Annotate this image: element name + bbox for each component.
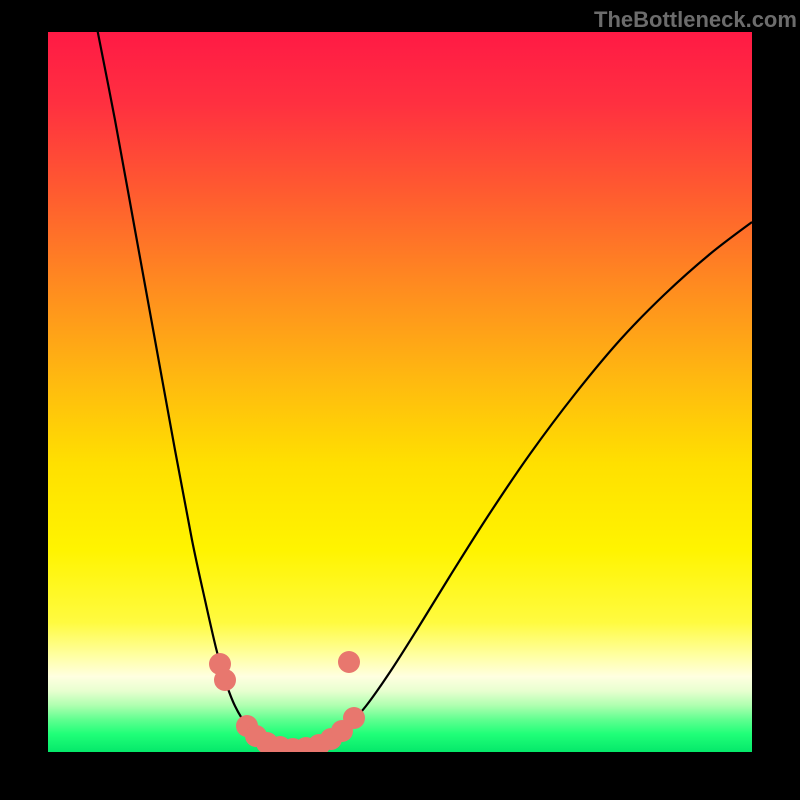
data-marker (214, 669, 236, 691)
bottleneck-chart (0, 0, 800, 800)
data-marker (338, 651, 360, 673)
gradient-background (48, 32, 752, 752)
data-marker (343, 707, 365, 729)
watermark-text: TheBottleneck.com (594, 7, 797, 33)
